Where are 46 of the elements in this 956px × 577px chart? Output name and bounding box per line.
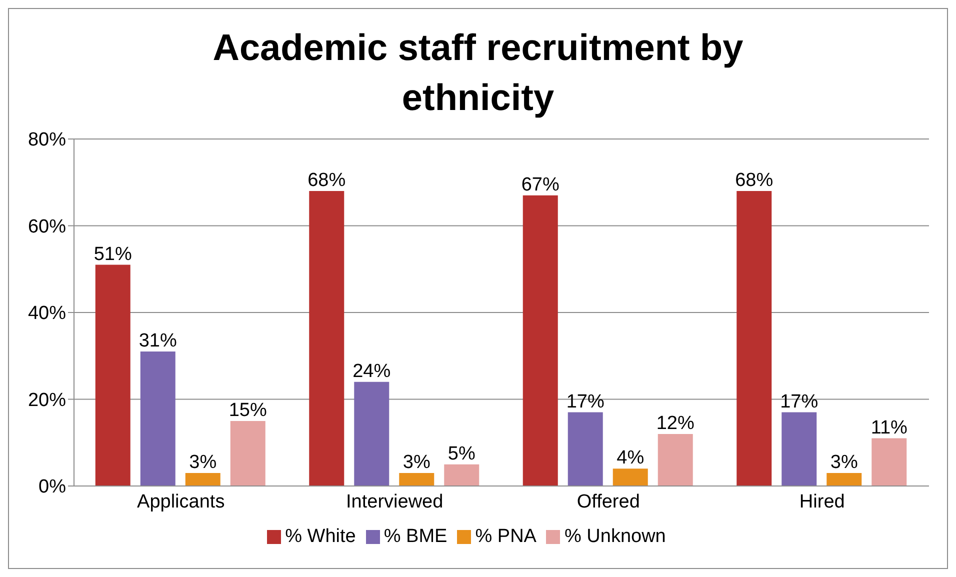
data-label: 24% [352,360,391,382]
data-label: 3% [830,452,858,473]
bar [444,464,480,486]
y-tick-label: 20% [28,390,66,411]
bar [95,264,130,486]
data-label: 68% [308,170,346,192]
x-tick-label: Hired [799,491,845,512]
data-label: 4% [616,448,644,469]
legend-label: % PNA [475,526,536,547]
y-tick-label: 80% [28,130,66,151]
data-label: 12% [656,412,694,434]
bar [736,191,772,486]
x-tick-label: Interviewed [346,491,444,512]
chart-title: Academic staff recruitment by ethnicity [212,26,744,120]
data-label: 17% [780,391,818,412]
legend-label: % Unknown [564,526,666,547]
data-label: 51% [94,244,132,265]
bar [309,191,344,486]
y-tick-label: 0% [38,476,66,498]
x-tick-label: Applicants [137,491,225,512]
bar [522,195,558,486]
bar [354,382,390,486]
legend-label: % White [285,526,356,547]
data-label: 3% [402,452,430,473]
bar [872,438,907,486]
data-label: 5% [448,443,476,464]
bar [568,412,603,486]
data-label: 67% [521,174,560,196]
data-label: 3% [189,452,217,473]
bar [826,472,862,486]
legend-label: % BME [384,526,448,547]
data-label: 15% [228,400,267,421]
bar [782,412,817,486]
y-tick-label: 60% [28,216,66,238]
data-label: 31% [138,330,177,352]
data-label: 11% [870,417,908,438]
data-label: 68% [735,170,774,192]
x-tick-label: Offered [576,491,640,512]
bar [140,352,176,486]
bar [185,472,220,486]
bar [658,434,693,486]
bar [230,420,266,486]
data-label: 17% [566,391,604,412]
bar [612,468,648,486]
bar [399,472,434,486]
y-tick-label: 40% [28,303,66,324]
